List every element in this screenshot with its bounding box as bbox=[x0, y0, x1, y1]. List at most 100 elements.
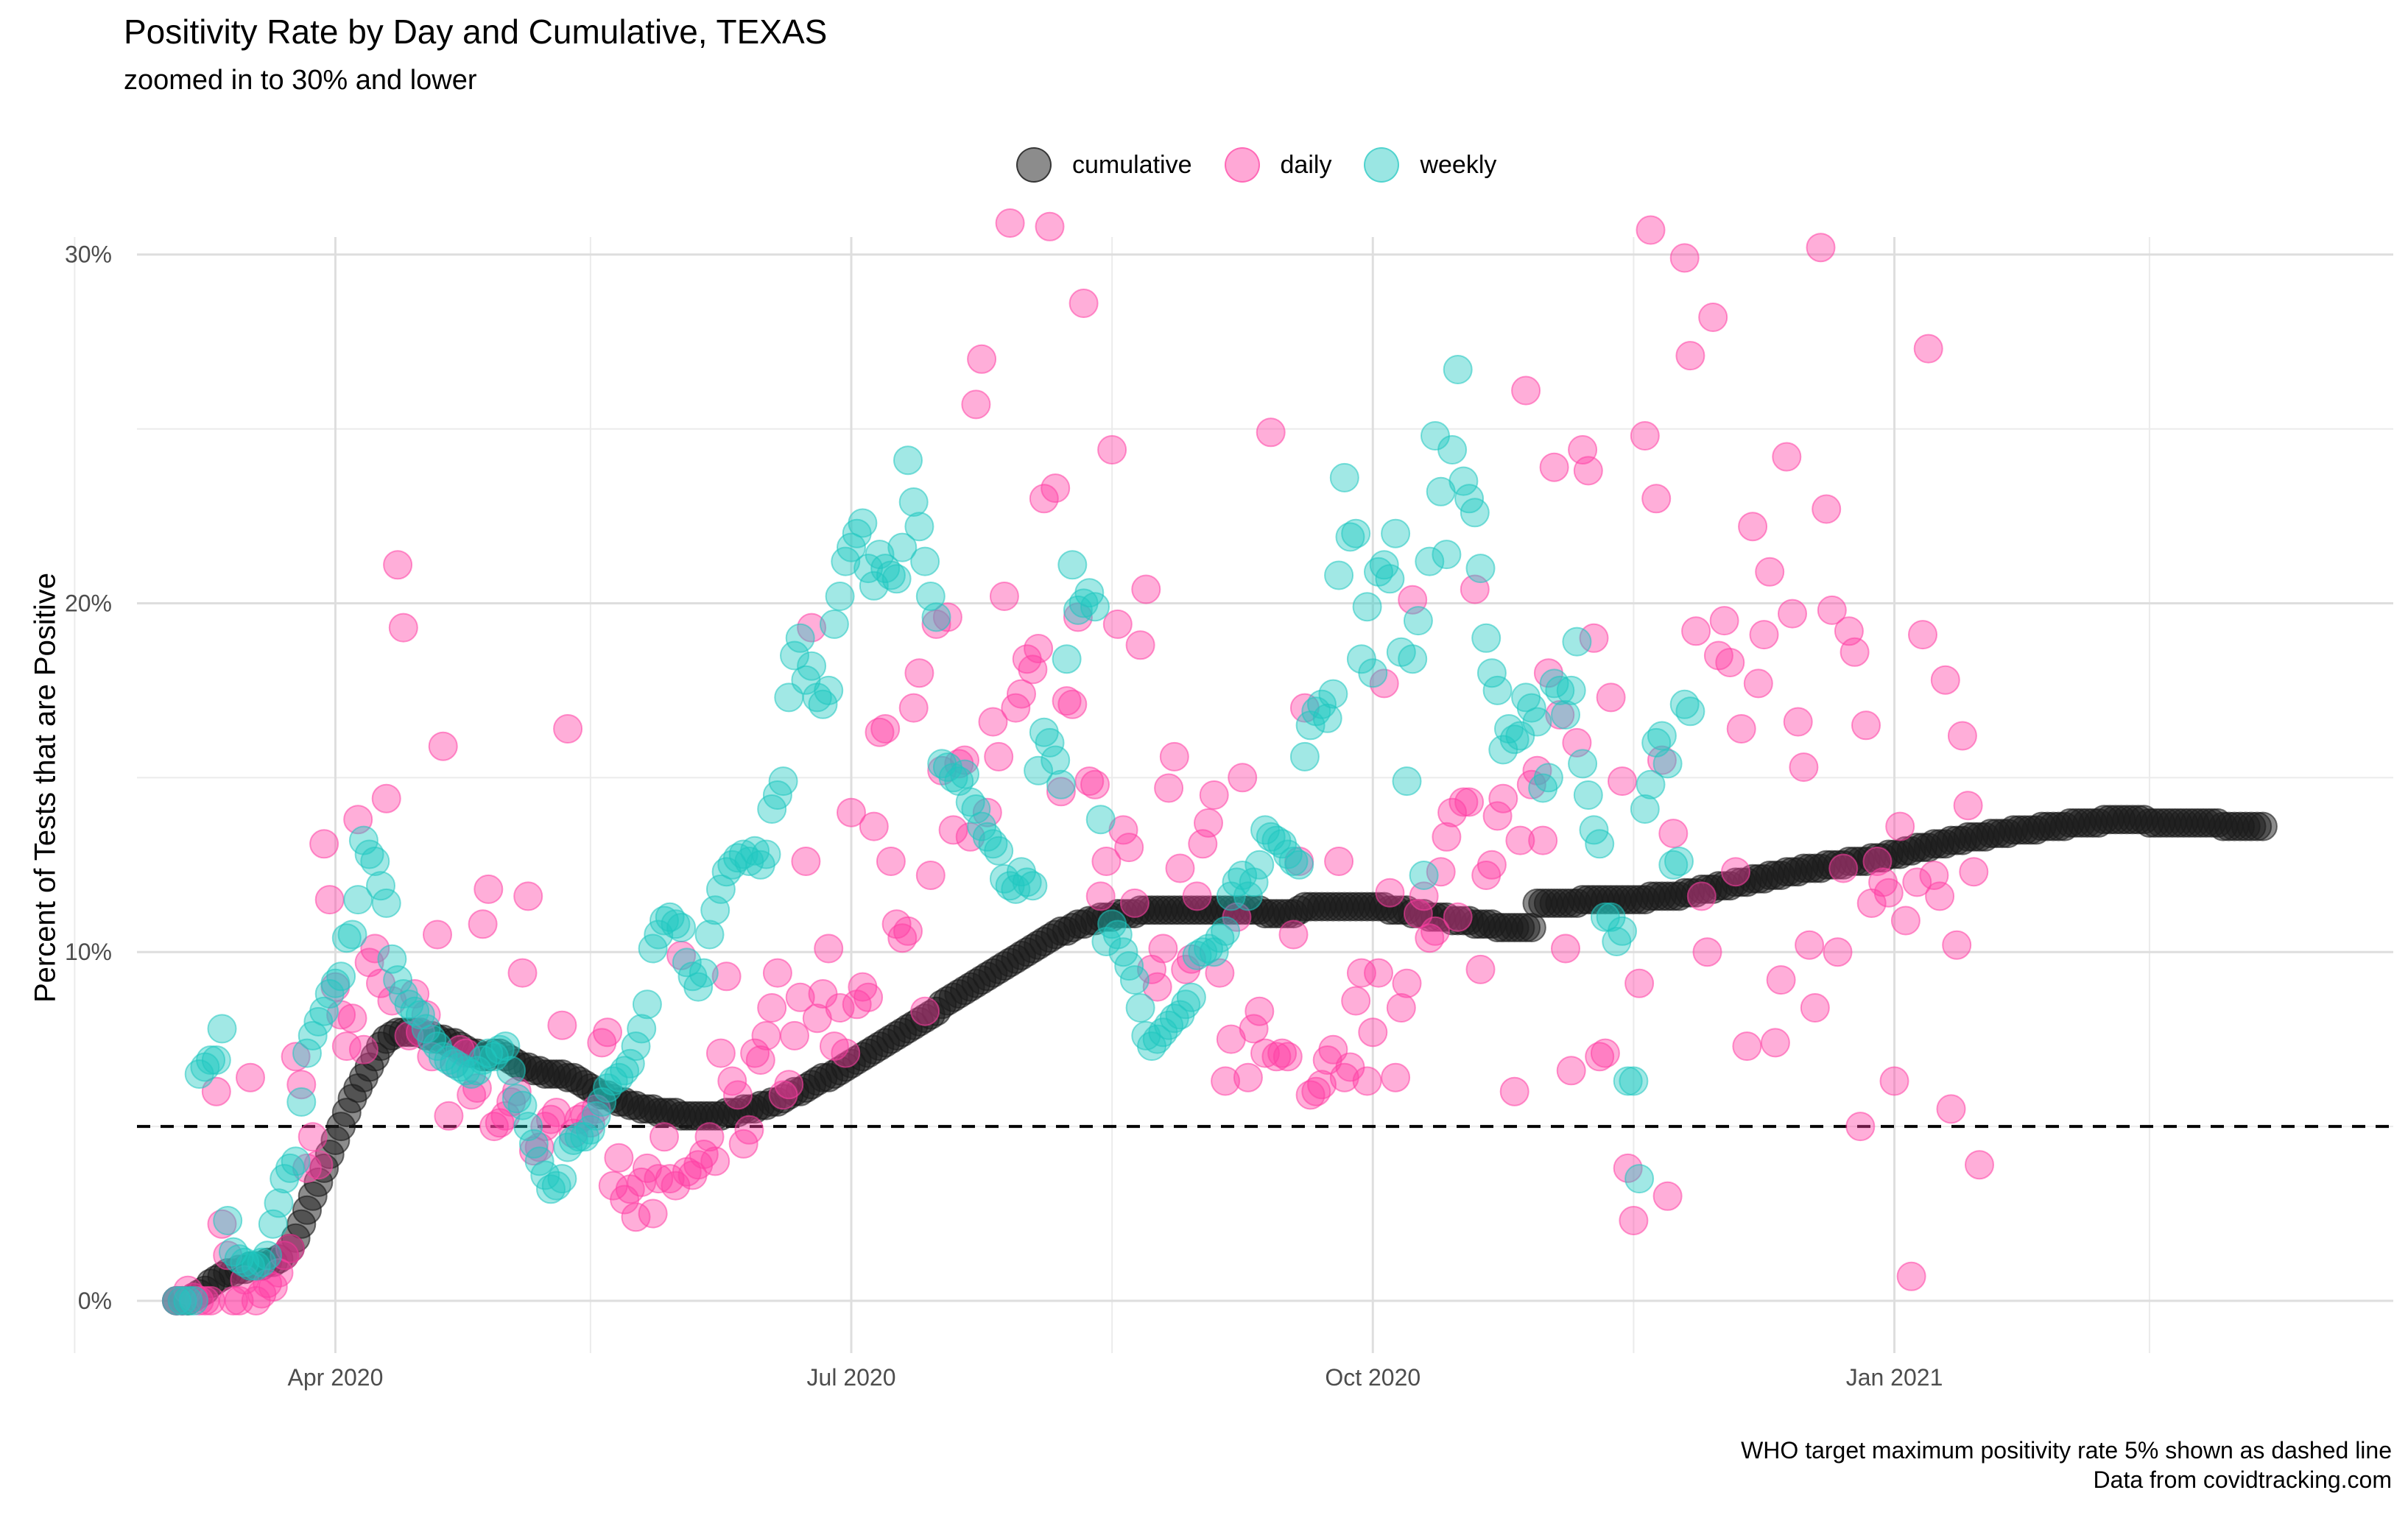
point-daily bbox=[1211, 1066, 1241, 1096]
point-daily bbox=[1738, 512, 1768, 542]
point-weekly bbox=[343, 885, 373, 915]
point-daily bbox=[1709, 606, 1739, 636]
point-weekly bbox=[207, 1014, 237, 1044]
legend-key-daily bbox=[1224, 147, 1260, 183]
point-weekly bbox=[1358, 658, 1388, 688]
point-daily bbox=[1443, 902, 1473, 932]
point-daily bbox=[1267, 1038, 1298, 1068]
point-weekly bbox=[496, 1056, 527, 1086]
point-daily bbox=[1573, 456, 1603, 486]
tick-labels: 0% 10% 20% 30% Apr 2020 Jul 2020 Oct 2020 Jan 2… bbox=[65, 241, 1943, 1391]
point-daily bbox=[1392, 968, 1422, 998]
point-weekly bbox=[1085, 805, 1116, 835]
point-weekly bbox=[1318, 679, 1348, 709]
point-weekly bbox=[797, 651, 827, 681]
point-daily bbox=[904, 658, 934, 688]
point-weekly bbox=[938, 763, 968, 793]
point-weekly bbox=[859, 571, 889, 601]
point-daily bbox=[932, 602, 962, 632]
point-weekly bbox=[723, 843, 753, 873]
point-weekly bbox=[615, 1048, 645, 1079]
point-daily bbox=[1896, 1261, 1926, 1291]
point-daily bbox=[978, 707, 1008, 737]
point-daily bbox=[859, 811, 889, 841]
legend-item-cumulative: cumulative bbox=[1016, 147, 1192, 183]
point-daily bbox=[762, 958, 792, 988]
point-daily bbox=[468, 909, 498, 939]
point-daily bbox=[967, 344, 997, 374]
point-daily bbox=[1386, 993, 1416, 1023]
point-weekly bbox=[451, 1056, 481, 1086]
point-daily bbox=[1454, 787, 1485, 817]
point-daily bbox=[1766, 965, 1796, 995]
point-daily bbox=[479, 1112, 509, 1142]
point-daily bbox=[1828, 853, 1859, 883]
point-daily bbox=[1959, 857, 1989, 887]
point-weekly bbox=[1409, 861, 1439, 890]
point-daily bbox=[1528, 825, 1558, 855]
point-weekly bbox=[705, 874, 736, 904]
point-weekly bbox=[621, 1031, 651, 1062]
point-daily bbox=[1953, 791, 1983, 821]
point-daily bbox=[1233, 1062, 1263, 1092]
point-daily bbox=[1596, 682, 1626, 713]
point-daily bbox=[1352, 1066, 1382, 1096]
point-weekly bbox=[518, 1129, 549, 1159]
point-daily bbox=[1261, 1042, 1292, 1072]
point-daily bbox=[791, 847, 821, 876]
legend-key-weekly bbox=[1364, 147, 1400, 183]
point-daily bbox=[1046, 777, 1076, 807]
point-daily bbox=[1726, 714, 1756, 744]
point-weekly bbox=[1652, 749, 1683, 779]
point-weekly bbox=[1278, 847, 1309, 876]
point-daily bbox=[1823, 937, 1853, 967]
point-daily bbox=[507, 958, 538, 988]
point-daily bbox=[541, 1098, 571, 1128]
point-weekly bbox=[230, 1247, 260, 1277]
caption-line-2: Data from covidtracking.com bbox=[2093, 1466, 2392, 1493]
point-weekly bbox=[898, 487, 929, 517]
point-daily bbox=[774, 1070, 804, 1100]
point-daily bbox=[814, 933, 844, 964]
point-daily bbox=[1721, 857, 1750, 887]
legend-key-cumulative bbox=[1016, 147, 1052, 183]
point-daily bbox=[1840, 637, 1870, 667]
point-weekly bbox=[1245, 850, 1275, 880]
point-daily bbox=[1806, 233, 1836, 263]
y-tick-label: 0% bbox=[78, 1288, 112, 1314]
point-weekly bbox=[1080, 592, 1110, 622]
point-weekly bbox=[1573, 780, 1603, 810]
point-daily bbox=[1091, 847, 1122, 876]
point-daily bbox=[1772, 442, 1802, 472]
point-weekly bbox=[309, 996, 339, 1026]
point-daily bbox=[694, 1122, 725, 1152]
point-daily bbox=[853, 982, 884, 1012]
point-daily bbox=[1228, 763, 1258, 793]
point-daily bbox=[1743, 668, 1773, 699]
point-daily bbox=[1647, 745, 1677, 775]
point-daily bbox=[1142, 972, 1172, 1002]
point-weekly bbox=[1024, 755, 1054, 786]
point-weekly bbox=[490, 1031, 521, 1062]
point-daily bbox=[910, 996, 940, 1026]
point-weekly bbox=[627, 1014, 657, 1044]
point-weekly bbox=[632, 989, 662, 1020]
point-daily bbox=[360, 933, 390, 964]
point-daily bbox=[995, 208, 1025, 238]
point-daily bbox=[1947, 721, 1977, 751]
point-cumulative bbox=[2247, 811, 2278, 841]
point-weekly bbox=[400, 996, 430, 1026]
point-daily bbox=[1585, 1042, 1615, 1072]
point-daily bbox=[797, 613, 827, 643]
point-daily bbox=[1795, 930, 1825, 960]
point-daily bbox=[1845, 1112, 1876, 1142]
point-daily bbox=[473, 874, 504, 904]
point-weekly bbox=[961, 794, 991, 824]
point-daily bbox=[1885, 811, 1915, 841]
point-daily bbox=[1358, 1017, 1388, 1048]
point-weekly bbox=[1568, 749, 1598, 779]
point-weekly bbox=[1312, 703, 1342, 733]
point-daily bbox=[1364, 958, 1393, 988]
point-weekly bbox=[768, 766, 798, 797]
legend-item-weekly: weekly bbox=[1364, 147, 1496, 183]
